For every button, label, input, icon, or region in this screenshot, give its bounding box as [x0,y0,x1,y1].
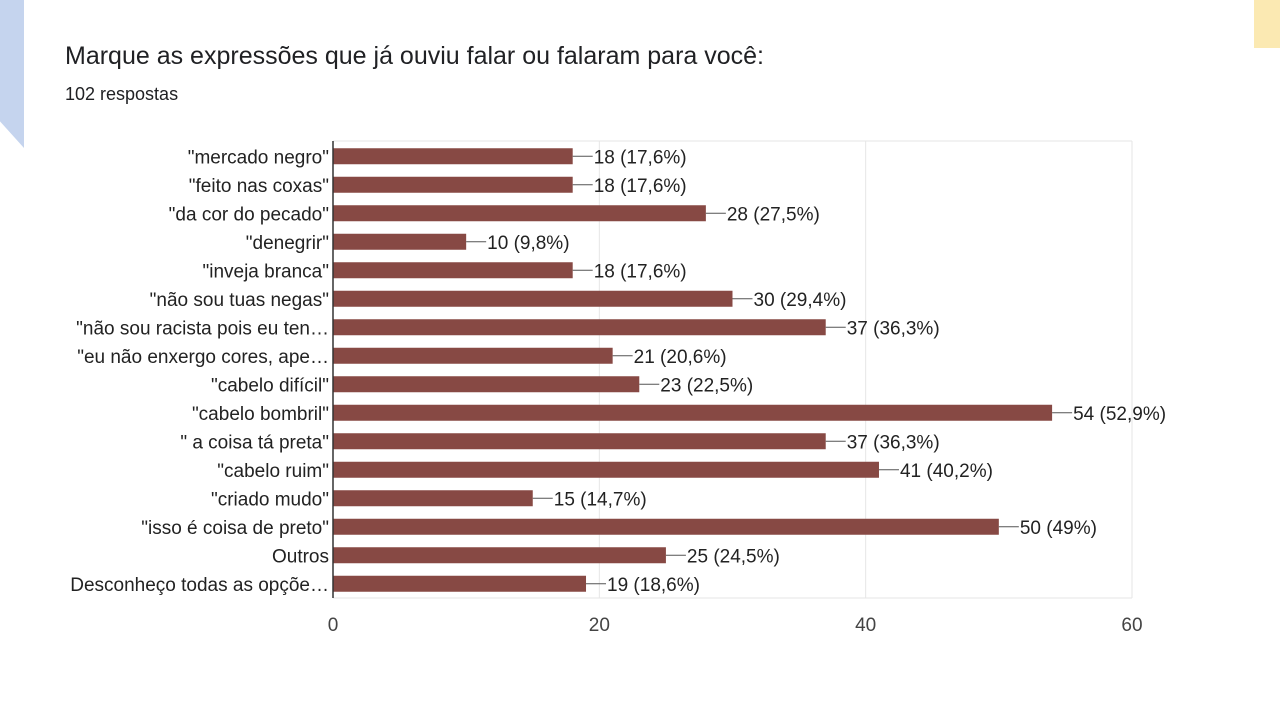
bar-7 [333,347,613,364]
data-label-3: 10 (9,8%) [487,233,569,254]
bar-3 [333,233,467,250]
category-label-2: "da cor do pecado" [169,204,329,225]
category-label-9: "cabelo bombril" [192,404,329,425]
category-label-8: "cabelo difícil" [211,375,329,396]
bar-11 [333,461,879,478]
x-tick-label-20: 20 [589,615,610,636]
category-label-10: " a coisa tá preta" [180,432,329,453]
bar-15 [333,575,587,592]
corner-decoration-left [0,0,24,148]
category-label-6: "não sou racista pois eu ten… [76,318,329,339]
bar-10 [333,433,826,450]
category-label-13: "isso é coisa de preto" [141,518,329,539]
x-tick-label-40: 40 [855,615,876,636]
corner-decoration-right [1254,0,1280,48]
data-label-2: 28 (27,5%) [727,204,820,225]
data-label-5: 30 (29,4%) [754,290,847,311]
bar-1 [333,176,573,193]
category-label-7: "eu não enxergo cores, ape… [77,347,329,368]
bar-13 [333,518,999,535]
data-label-15: 19 (18,6%) [607,575,700,596]
data-label-12: 15 (14,7%) [554,489,647,510]
bar-6 [333,319,826,336]
category-label-5: "não sou tuas negas" [150,290,329,311]
data-label-4: 18 (17,6%) [594,261,687,282]
chart-title: Marque as expressões que já ouviu falar … [65,42,764,70]
bar-8 [333,376,640,393]
bar-0 [333,148,573,165]
category-label-12: "criado mudo" [211,489,329,510]
bar-2 [333,205,706,222]
category-label-3: "denegrir" [246,233,329,254]
data-label-1: 18 (17,6%) [594,176,687,197]
data-label-9: 54 (52,9%) [1073,404,1166,425]
data-label-7: 21 (20,6%) [634,347,727,368]
data-label-8: 23 (22,5%) [660,375,753,396]
data-label-14: 25 (24,5%) [687,546,780,567]
data-label-0: 18 (17,6%) [594,147,687,168]
bar-5 [333,290,733,307]
category-label-1: "feito nas coxas" [189,176,329,197]
bar-9 [333,404,1053,421]
bar-4 [333,262,573,279]
response-count: 102 respostas [65,84,179,104]
category-label-15: Desconheço todas as opçõe… [70,575,329,596]
data-label-13: 50 (49%) [1020,518,1097,539]
x-tick-label-60: 60 [1121,615,1142,636]
category-label-11: "cabelo ruim" [217,461,329,482]
data-label-11: 41 (40,2%) [900,461,993,482]
bar-14 [333,547,666,564]
data-label-10: 37 (36,3%) [847,432,940,453]
x-tick-label-0: 0 [328,615,339,636]
data-label-6: 37 (36,3%) [847,318,940,339]
category-label-4: "inveja branca" [202,261,329,282]
category-label-0: "mercado negro" [188,147,329,168]
bar-12 [333,490,533,507]
category-label-14: Outros [272,546,329,567]
